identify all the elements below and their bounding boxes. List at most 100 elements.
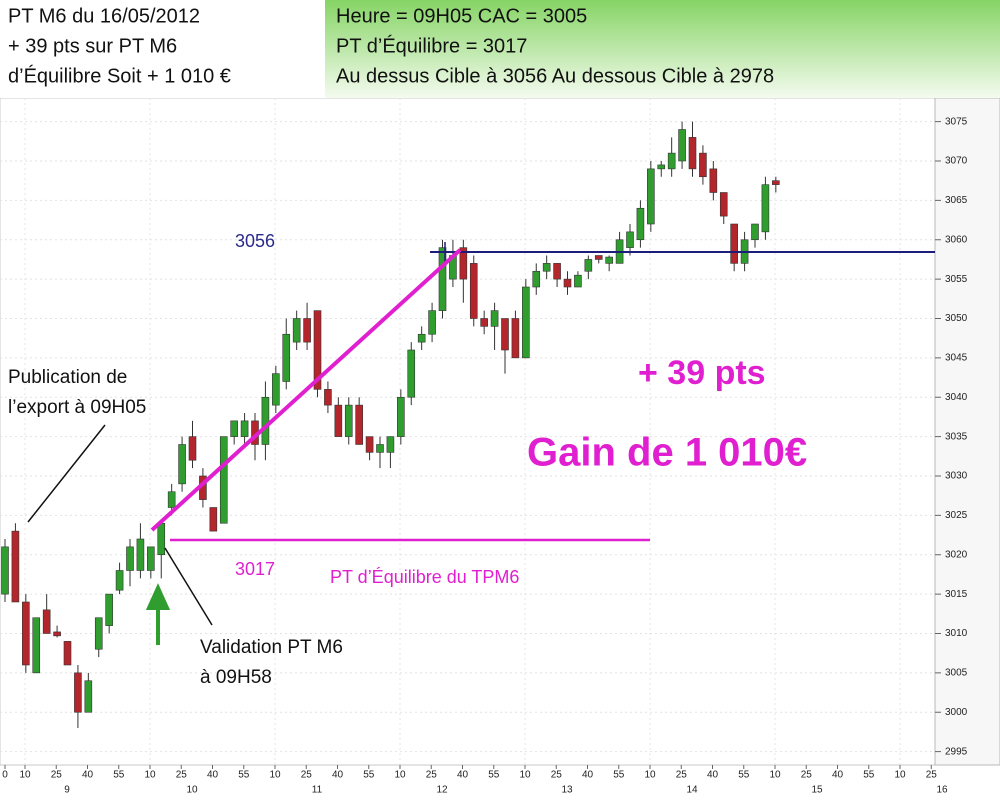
- header-line: Heure = 09H05 CAC = 3005: [336, 5, 587, 27]
- candle-body: [272, 373, 280, 406]
- trend-line: [150, 248, 462, 532]
- candle-body: [751, 223, 759, 241]
- validation-note: Validation PT M6: [200, 637, 343, 658]
- hour-label: 12: [436, 785, 448, 796]
- candle-body: [688, 137, 697, 170]
- x-tick-label: 25: [176, 770, 188, 781]
- plot-area: [0, 97, 936, 766]
- x-tick-label: 40: [457, 770, 469, 781]
- candle-body: [584, 259, 593, 272]
- candle-body: [605, 256, 613, 264]
- header-line: d’Équilibre Soit + 1 010 €: [8, 64, 231, 87]
- candle-body: [636, 207, 645, 241]
- leader-line: [27, 424, 106, 523]
- leader-line: [164, 547, 213, 626]
- candle-body: [157, 522, 166, 556]
- candle-body: [511, 318, 520, 359]
- header-line: + 39 pts sur PT M6: [8, 35, 177, 57]
- candle-body: [178, 444, 186, 485]
- candle-body: [126, 546, 134, 571]
- candle-body: [594, 255, 603, 260]
- y-tick-label: 3010: [945, 628, 968, 639]
- x-tick-label: 40: [332, 770, 344, 781]
- candle-body: [188, 436, 197, 461]
- candle-body: [730, 223, 738, 264]
- candle-body: [324, 389, 332, 406]
- candle-body: [522, 286, 530, 359]
- y-tick-label: 3045: [945, 353, 968, 364]
- x-tick-label: 25: [301, 770, 313, 781]
- x-tick-label: 10: [269, 770, 281, 781]
- candle-body: [699, 152, 707, 178]
- candle-body: [334, 404, 343, 437]
- candle-body: [11, 530, 20, 603]
- pivot-label: 3017: [235, 559, 275, 579]
- y-tick-label: 3070: [945, 156, 968, 167]
- candle-body: [678, 129, 686, 162]
- x-tick-label: 55: [238, 770, 250, 781]
- candle-body: [407, 349, 416, 398]
- candle-body: [761, 184, 770, 233]
- candle-body: [53, 631, 61, 637]
- candle-body: [42, 609, 51, 634]
- candle-body: [563, 278, 572, 288]
- candle-body: [376, 444, 384, 453]
- header-line: PT M6 du 16/05/2012: [8, 5, 200, 27]
- candle-body: [459, 247, 468, 280]
- candle-body: [292, 318, 301, 343]
- candle-body: [355, 404, 363, 445]
- candle-body: [209, 507, 218, 532]
- x-tick-label: 40: [582, 770, 594, 781]
- y-tick-label: 3060: [945, 234, 968, 245]
- x-tick-label: 55: [738, 770, 750, 781]
- candle-body: [230, 420, 238, 437]
- validation-arrow: [145, 583, 171, 645]
- candle-body: [469, 263, 478, 319]
- x-tick-label: 10: [394, 770, 406, 781]
- hour-label: 9: [64, 785, 70, 796]
- candle-body: [219, 436, 228, 524]
- x-tick-label: 25: [801, 770, 813, 781]
- candle-body: [136, 538, 145, 571]
- x-tick-label: 25: [551, 770, 563, 781]
- y-tick-label: 3040: [945, 392, 968, 403]
- candle-body: [167, 491, 176, 508]
- x-tick-label: 25: [676, 770, 688, 781]
- x-tick-label: 10: [644, 770, 656, 781]
- y-tick-label: 3020: [945, 549, 968, 560]
- candle-body: [105, 593, 113, 626]
- candle-body: [626, 231, 634, 248]
- candle-body: [63, 641, 72, 666]
- candle-body: [574, 274, 582, 288]
- candle-body: [667, 152, 676, 170]
- header-right-box: [325, 0, 1000, 98]
- x-tick-label: 40: [82, 770, 94, 781]
- candles: [1, 121, 780, 728]
- hour-label: 10: [186, 785, 198, 796]
- candle-body: [22, 601, 30, 666]
- candle-body: [365, 436, 374, 453]
- candle-body: [147, 546, 155, 571]
- y-tick-label: 3035: [945, 431, 968, 442]
- x-tick-label: 55: [613, 770, 625, 781]
- candle-body: [240, 420, 249, 437]
- candle-body: [344, 404, 353, 437]
- candle-body: [532, 270, 541, 288]
- x-tick-label: 55: [113, 770, 125, 781]
- validation-note: à 09H58: [200, 667, 272, 688]
- x-tick-label: 10: [144, 770, 156, 781]
- x-tick-label: 0: [2, 770, 8, 781]
- candle-body: [657, 164, 666, 170]
- candle-body: [490, 310, 499, 327]
- x-tick-label: 55: [863, 770, 875, 781]
- candle-body: [303, 318, 311, 343]
- y-tick-label: 3000: [945, 707, 968, 718]
- header-line: PT d’Équilibre = 3017: [336, 34, 527, 57]
- publication-note: l’export à 09H05: [8, 397, 146, 418]
- y-tick-label: 3055: [945, 274, 968, 285]
- y-tick-label: 3025: [945, 510, 968, 521]
- candle-body: [553, 263, 561, 280]
- x-tick-label: 10: [519, 770, 531, 781]
- hour-label: 16: [936, 785, 948, 796]
